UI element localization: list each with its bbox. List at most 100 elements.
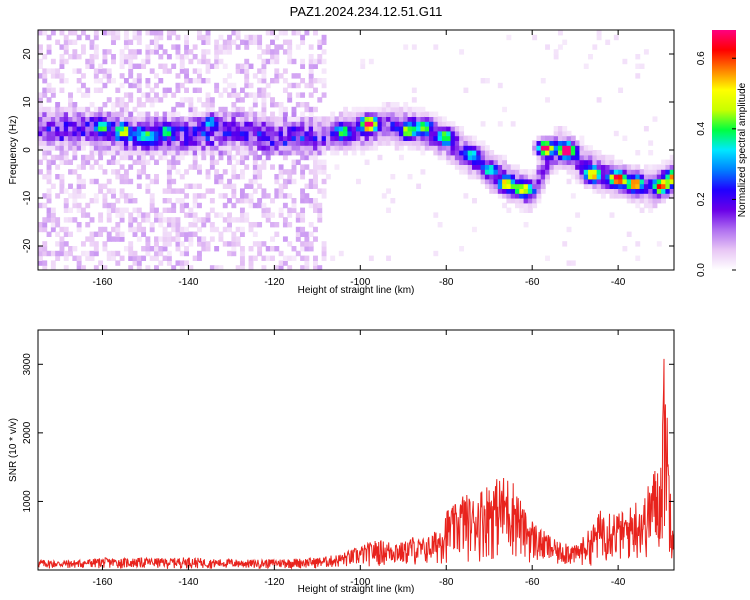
spectrogram-cell <box>119 82 125 89</box>
spectrogram-cell <box>136 111 142 117</box>
spectrogram-cell <box>287 92 293 98</box>
spectrogram-cell <box>201 236 207 242</box>
spectrogram-cell <box>171 126 177 132</box>
spectrogram-cell <box>463 193 469 199</box>
spectrogram-cell <box>368 145 374 151</box>
spectrogram-cell <box>291 106 297 113</box>
spectrogram-cell <box>136 222 142 228</box>
spectrogram-cell <box>459 135 465 141</box>
spectrogram-cell <box>205 39 211 45</box>
spectrogram-cell <box>231 193 237 199</box>
spectrogram-cell <box>282 183 288 189</box>
spectrogram-cell <box>201 150 207 156</box>
spectrogram-cell <box>154 140 159 146</box>
spectrogram-cell <box>270 126 275 132</box>
spectrogram-cell <box>338 121 344 127</box>
spectrogram-cell <box>519 178 525 185</box>
spectrogram-cell <box>648 150 654 156</box>
spectrogram-cell <box>111 34 116 41</box>
spectrogram-cell <box>261 159 267 165</box>
spectrogram-cell <box>184 78 190 84</box>
spectrogram-cell <box>227 154 232 161</box>
spectrogram-cell <box>42 111 48 117</box>
spectrogram-cell <box>76 135 82 141</box>
spectrogram-cell <box>141 140 147 146</box>
spectrogram-cell <box>252 178 258 185</box>
spectrogram-cell <box>467 154 473 161</box>
spectrogram-cell <box>635 198 641 204</box>
spectrogram-cell <box>162 226 168 233</box>
spectrogram-cell <box>463 169 469 175</box>
spectrogram-cell <box>257 241 263 247</box>
spectrogram-cell <box>532 193 538 199</box>
spectrogram-cell <box>441 116 447 122</box>
spectrogram-cell <box>635 164 641 170</box>
spectrogram-cell <box>145 121 151 127</box>
spectrogram-cell <box>472 174 477 180</box>
spectrogram-cell <box>63 207 69 213</box>
spectrogram-cell <box>467 174 473 180</box>
spectrogram-cell <box>472 135 477 141</box>
spectrogram-cell <box>102 202 108 209</box>
spectrogram-cell <box>123 30 129 36</box>
spectrogram-cell <box>506 207 512 213</box>
spectrogram-cell <box>368 130 374 137</box>
spectrogram-cell <box>154 246 159 252</box>
spectrogram-cell <box>63 145 69 151</box>
spectrogram-cell <box>205 106 211 113</box>
spectrogram-cell <box>214 87 220 93</box>
spectrogram-cell <box>635 73 641 79</box>
spectrogram-cell <box>192 145 198 151</box>
spectrogram-cell <box>244 212 250 218</box>
spectrogram-cell <box>132 207 138 213</box>
spectrogram-cell <box>188 106 194 113</box>
spectrogram-cell <box>46 97 52 103</box>
spectrogram-cell <box>111 106 116 113</box>
spectrogram-cell <box>106 126 112 132</box>
spectrogram-cell <box>553 159 559 165</box>
spectrogram-cell <box>38 250 43 257</box>
spectrogram-cell <box>515 198 520 204</box>
spectrogram-cell <box>605 174 611 180</box>
spectrogram-cell <box>321 58 327 65</box>
spectrogram-cell <box>111 130 116 137</box>
spectrogram-cell <box>132 54 138 60</box>
spectrogram-cell <box>72 30 78 36</box>
spectrogram-cell <box>484 159 490 165</box>
spectrogram-cell <box>59 116 65 122</box>
spectrogram-cell <box>502 174 508 180</box>
spectrogram-cell <box>308 92 314 98</box>
spectrogram-cell <box>239 159 245 165</box>
spectrogram-cell <box>411 130 417 137</box>
spectrogram-cell <box>437 145 443 151</box>
spectrogram-cell <box>407 116 413 122</box>
spectrogram-cell <box>381 135 387 141</box>
spectrogram-cell <box>63 111 69 117</box>
spectrogram-cell <box>132 135 138 141</box>
spectrogram-cell <box>188 102 194 108</box>
spectrogram-cell <box>622 164 628 170</box>
spectrogram-cell <box>510 183 516 189</box>
spectrogram-cell <box>145 49 151 55</box>
spectrogram-cell <box>175 246 181 252</box>
spectrogram-cell <box>252 140 258 146</box>
spectrogram-cell <box>467 164 473 170</box>
spectrogram-cell <box>648 164 654 170</box>
spectrogram-cell <box>459 150 465 156</box>
spectrogram-cell <box>59 178 65 185</box>
spectrogram-cell <box>287 145 293 151</box>
spectrogram-cell <box>308 150 314 156</box>
spectrogram-cell <box>102 241 108 247</box>
spectrogram-cell <box>476 145 482 151</box>
spectrogram-cell <box>222 241 228 247</box>
spectrogram-cell <box>304 183 310 189</box>
spectrogram-cell <box>648 188 654 194</box>
spectrogram-cell <box>545 135 550 141</box>
spectrogram-cell <box>93 68 99 74</box>
spectrogram-cell <box>63 135 69 141</box>
spectrogram-cell <box>553 145 559 151</box>
spectrogram-cell <box>386 140 391 146</box>
spectrogram-cell <box>605 178 611 185</box>
spectrogram-cell <box>420 116 426 122</box>
spectrogram-cell <box>154 174 159 180</box>
